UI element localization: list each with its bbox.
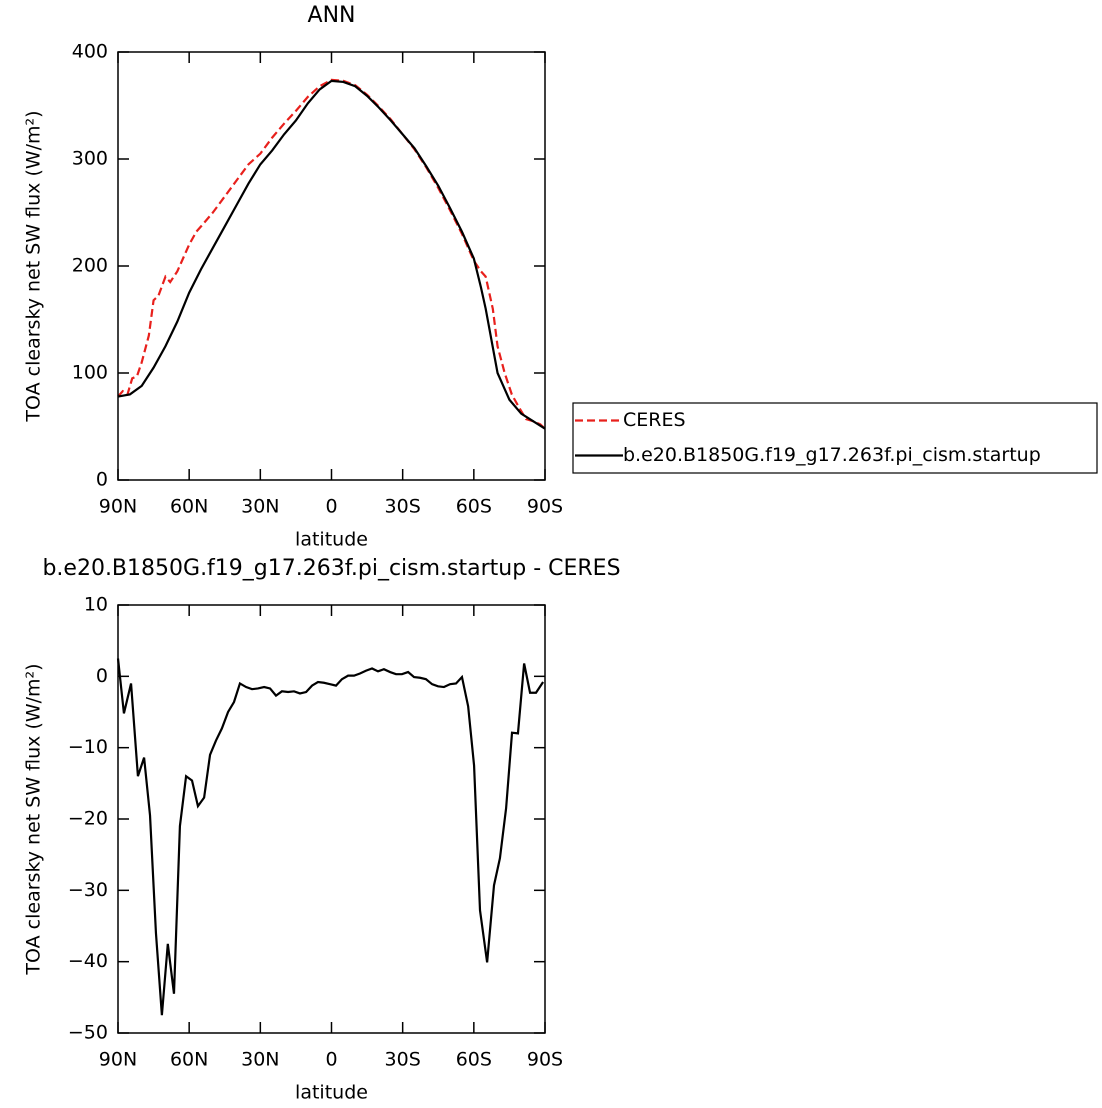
x-tick-label: 90N xyxy=(99,496,137,518)
y-tick-label: 200 xyxy=(72,255,108,277)
y-tick-label: −50 xyxy=(68,1022,108,1044)
y-tick-label: 0 xyxy=(96,665,108,687)
x-tick-label: 60N xyxy=(170,496,208,518)
x-tick-label: 90N xyxy=(99,1049,137,1071)
chart-title: b.e20.B1850G.f19_g17.263f.pi_cism.startu… xyxy=(42,556,620,581)
x-tick-label: 60N xyxy=(170,1049,208,1071)
x-tick-label: 90S xyxy=(527,496,563,518)
data-line xyxy=(117,78,546,430)
x-tick-label: 0 xyxy=(325,1049,337,1071)
y-tick-label: −20 xyxy=(68,808,108,830)
y-tick-label: −40 xyxy=(68,950,108,972)
y-tick-label: 300 xyxy=(72,148,108,170)
chart-title: ANN xyxy=(308,3,356,28)
data-line xyxy=(116,658,545,1016)
x-axis-label: latitude xyxy=(295,1082,368,1104)
y-tick-label: −30 xyxy=(68,879,108,901)
plot-frame xyxy=(117,51,546,481)
y-axis-label: TOA clearsky net SW flux (W/m²) xyxy=(23,663,45,975)
legend-label: b.e20.B1850G.f19_g17.263f.pi_cism.startu… xyxy=(623,444,1041,466)
y-tick-label: 100 xyxy=(72,362,108,384)
x-tick-label: 60S xyxy=(456,1049,492,1071)
y-tick-label: 10 xyxy=(84,594,108,616)
x-tick-label: 30N xyxy=(241,1049,279,1071)
legend-label: CERES xyxy=(623,409,686,431)
data-line xyxy=(117,79,546,430)
y-tick-label: 0 xyxy=(96,469,108,491)
y-tick-label: −10 xyxy=(68,736,108,758)
x-tick-label: 30S xyxy=(385,1049,421,1071)
x-axis-label: latitude xyxy=(295,529,368,551)
legend-box xyxy=(572,402,1098,474)
x-tick-label: 0 xyxy=(325,496,337,518)
plot-frame xyxy=(117,604,546,1034)
x-tick-label: 30N xyxy=(241,496,279,518)
x-tick-label: 30S xyxy=(385,496,421,518)
x-tick-label: 60S xyxy=(456,496,492,518)
y-axis-label: TOA clearsky net SW flux (W/m²) xyxy=(23,110,45,422)
y-tick-label: 400 xyxy=(72,41,108,63)
x-tick-label: 90S xyxy=(527,1049,563,1071)
